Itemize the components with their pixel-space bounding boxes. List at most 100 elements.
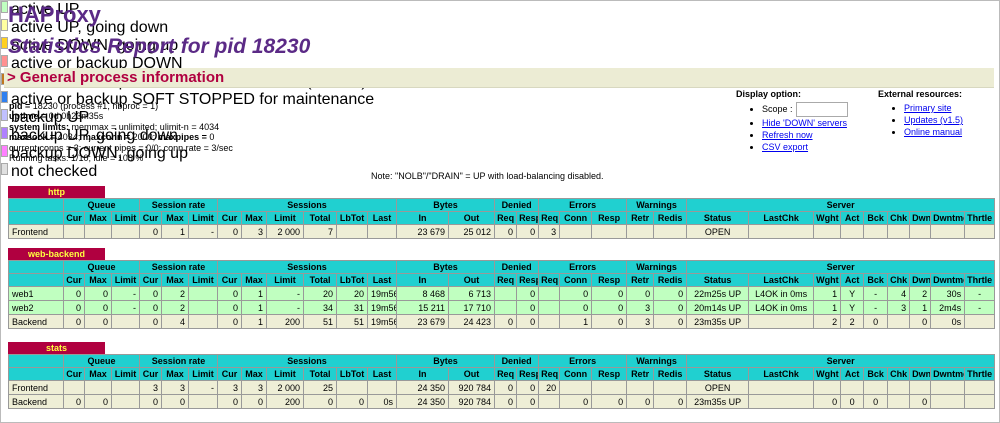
proxy-row: Frontend 0 1-0 3 2 000 7 23 679 25 012 0 0 3 OPEN [8,224,996,239]
column-header: Dwntme [930,211,966,225]
cell: 25 012 [448,224,496,239]
column-header: Dwn [909,367,932,381]
cell [591,224,628,239]
column-header: Total [303,273,338,287]
cell [863,380,889,395]
column-header: Dwntme [930,367,966,381]
column-header: Cur [139,211,163,225]
column-header: Cur [63,367,85,381]
cell [336,380,369,395]
column-header: Max [84,273,112,287]
cell: - [266,286,305,301]
display-link[interactable]: CSV export [762,142,809,152]
column-header: Max [84,211,112,225]
display-link[interactable]: Hide 'DOWN' servers [762,118,847,128]
cell [110,224,141,239]
cell: - [110,300,141,315]
cell [336,224,369,239]
cell [813,380,842,395]
column-header: Resp [516,211,540,225]
group-header: Queue [62,354,141,368]
column-header: Chk [887,273,911,287]
cell: 0 [217,224,243,239]
group-header: Denied [494,198,540,212]
group-header: Denied [494,354,540,368]
display-link[interactable]: Refresh now [762,130,813,140]
legend-label: active or backup DOWN [11,55,183,72]
cell: - [964,300,996,315]
column-header: Limit [188,273,219,287]
external-link[interactable]: Primary site [904,103,952,113]
cell [653,380,688,395]
external-link[interactable]: Updates (v1.5) [904,115,964,125]
column-header [8,211,64,225]
cell: 0 [63,300,85,315]
info-line: maxsock = 4034; maxconn = 2000; maxpipes… [9,132,233,142]
scope-input[interactable] [795,102,848,117]
display-options: Display option: Scope : Hide 'DOWN' serv… [736,89,848,153]
cell: 1 [813,286,842,301]
info-key: system limits: [9,121,70,132]
cell: 25 [303,380,338,395]
cell [84,380,112,395]
column-header: Resp [591,211,628,225]
column-header: Out [448,273,496,287]
cell: 0 [217,286,243,301]
cell [887,380,911,395]
cell: 1 [813,300,842,315]
column-header: Cur [139,367,163,381]
group-header [8,198,64,212]
proxy-name: stats [8,342,105,354]
scope-item: Scope : [762,102,848,117]
cell [748,314,815,329]
cell [748,224,815,239]
cell [748,380,815,395]
column-header: LastChk [748,211,815,225]
cell: 0 [494,314,518,329]
cell [591,380,628,395]
external-link[interactable]: Online manual [904,127,963,137]
column-header: Thrtle [964,211,996,225]
column-header: Limit [266,211,305,225]
cell: 15 211 [396,300,450,315]
cell: 0 [653,300,688,315]
column-header: Thrtle [964,273,996,287]
cell: 0 [241,394,268,409]
cell: 2 [813,314,842,329]
column-header: Limit [266,273,305,287]
group-header-row: Queue Session rate Sessions Bytes Denied Erro… [8,354,996,368]
legend-item: active or backup SOFT STOPPED for mainte… [1,91,999,109]
cell: 0 [653,286,688,301]
column-header: Total [303,367,338,381]
cell: 0 [494,380,518,395]
column-header: Status [686,211,750,225]
proxy-row: Frontend 3 3-3 3 2 000 25 24 350 920 784 0 0 20 OPE… [8,380,996,395]
cell: 23m35s UP [686,394,750,409]
legend-item: active UP [1,1,999,19]
cell [188,286,219,301]
cell: 0 [591,314,628,329]
cell: 920 784 [448,394,496,409]
cell [964,314,996,329]
legend-label: active UP, going down [11,19,169,36]
cell [538,286,561,301]
legend-swatch [1,37,8,49]
column-header: Redis [653,367,688,381]
info-key: maxsock = [9,132,58,143]
cell: 2 [840,314,865,329]
cell: 3 [626,300,655,315]
column-header: LbTot [336,367,369,381]
column-header: Max [84,367,112,381]
column-header: Wght [813,211,842,225]
column-header: Limit [188,367,219,381]
group-header: Server [686,354,996,368]
cell [188,300,219,315]
cell [930,394,966,409]
cell: 1 [241,314,268,329]
cell [367,224,398,239]
column-header: Bck [863,367,889,381]
cell: 0 [516,314,540,329]
cell: 0 [863,314,889,329]
